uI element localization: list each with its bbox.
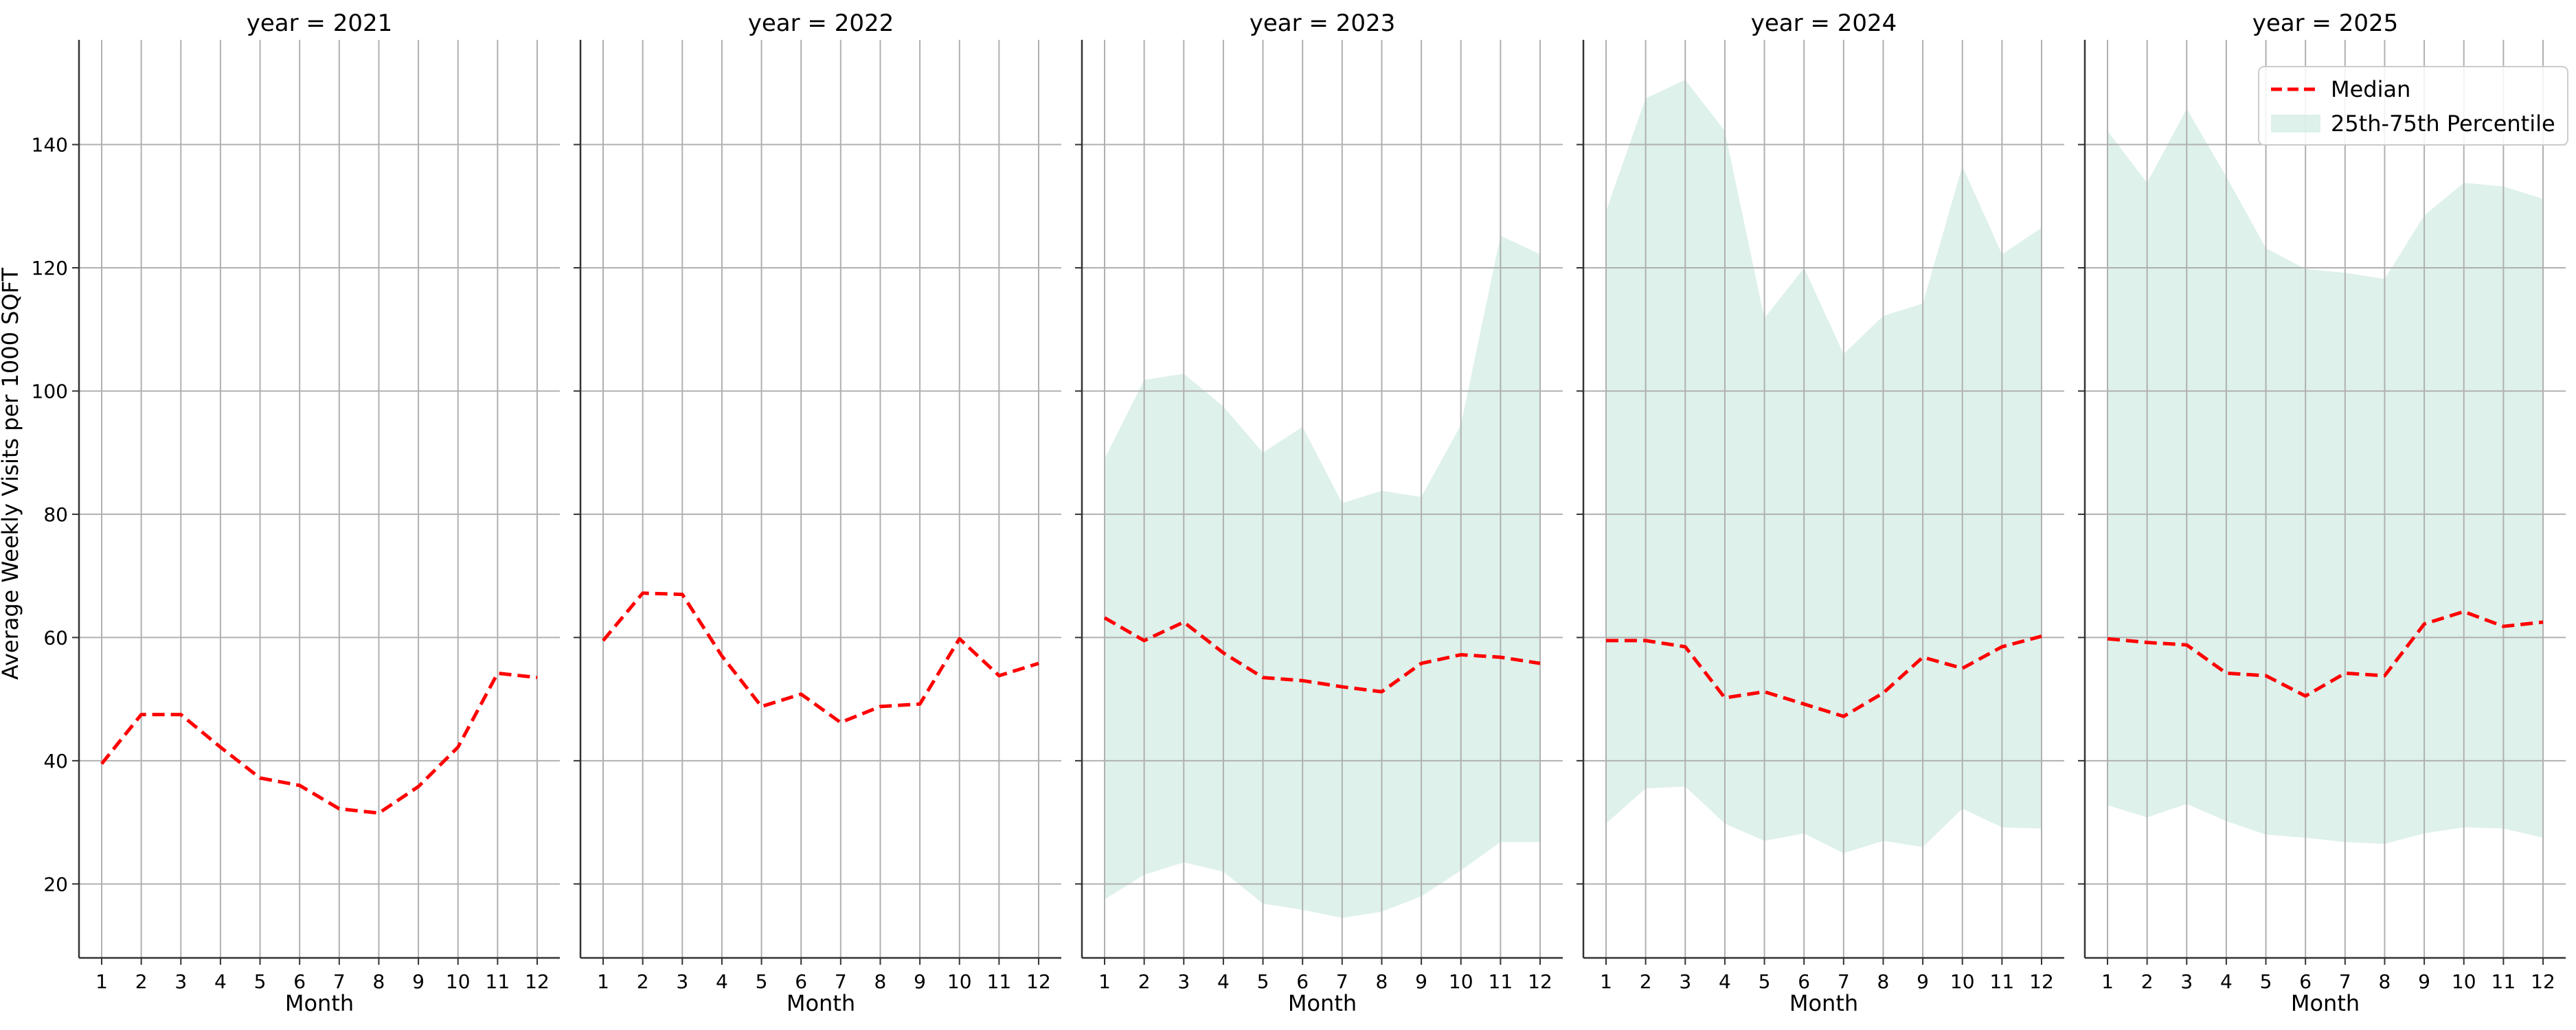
percentile-band	[2108, 108, 2543, 844]
x-axis-label: Month	[787, 990, 855, 1016]
x-tick-label: 11	[987, 970, 1012, 993]
x-tick-label: 2	[1138, 970, 1151, 993]
legend: Median 25th-75th Percentile	[2258, 66, 2568, 146]
legend-label-median: Median	[2331, 76, 2410, 102]
x-tick-label: 11	[1990, 970, 2015, 993]
legend-box	[2258, 66, 2568, 146]
x-tick-label: 7	[1838, 970, 1850, 993]
x-tick-label: 3	[1679, 970, 1691, 993]
y-tick-label: 20	[43, 873, 68, 895]
x-tick-label: 7	[1336, 970, 1348, 993]
x-tick-label: 6	[1296, 970, 1309, 993]
x-tick-label: 4	[214, 970, 227, 993]
x-tick-label: 9	[914, 970, 926, 993]
x-tick-label: 10	[1950, 970, 1975, 993]
x-tick-label: 8	[874, 970, 887, 993]
x-tick-label: 10	[446, 970, 471, 993]
median-line	[602, 591, 1039, 724]
x-tick-label: 9	[412, 970, 425, 993]
x-tick-label: 3	[2180, 970, 2193, 993]
x-tick-label: 1	[95, 970, 108, 993]
median-line	[1606, 634, 2042, 718]
x-tick-label: 11	[2492, 970, 2516, 993]
x-tick-label: 2	[1640, 970, 1652, 993]
x-tick-label: 5	[254, 970, 267, 993]
legend-band-swatch	[2271, 115, 2320, 133]
x-tick-label: 12	[525, 970, 550, 993]
x-tick-label: 2	[2141, 970, 2154, 993]
x-tick-label: 7	[333, 970, 346, 993]
y-tick-label: 40	[43, 750, 68, 772]
x-tick-label: 8	[373, 970, 385, 993]
percentile-band	[1606, 80, 2042, 854]
x-tick-label: 11	[486, 970, 510, 993]
x-tick-label: 12	[2029, 970, 2054, 993]
x-tick-label: 8	[1376, 970, 1388, 993]
median-line	[1103, 616, 1541, 694]
x-tick-label: 11	[1489, 970, 1513, 993]
panel-title: year = 2021	[247, 10, 392, 37]
x-tick-label: 5	[756, 970, 768, 993]
x-tick-label: 2	[135, 970, 148, 993]
x-tick-label: 5	[1257, 970, 1269, 993]
x-tick-label: 3	[676, 970, 688, 993]
x-tick-label: 9	[1917, 970, 1929, 993]
x-tick-label: 6	[2299, 970, 2312, 993]
x-tick-label: 3	[1177, 970, 1190, 993]
x-tick-label: 4	[1217, 970, 1230, 993]
x-tick-label: 9	[1415, 970, 1427, 993]
x-tick-label: 6	[293, 970, 306, 993]
median-line	[2107, 610, 2544, 698]
x-tick-label: 4	[716, 970, 728, 993]
x-tick-label: 10	[2452, 970, 2476, 993]
x-tick-label: 4	[1719, 970, 1731, 993]
x-tick-label: 10	[1449, 970, 1473, 993]
x-axis-label: Month	[1789, 990, 1858, 1016]
percentile-band	[1105, 236, 1540, 918]
x-tick-label: 1	[1098, 970, 1111, 993]
x-tick-label: 9	[2418, 970, 2430, 993]
y-tick-label: 140	[32, 134, 68, 157]
x-tick-label: 2	[637, 970, 649, 993]
x-tick-label: 12	[2531, 970, 2555, 993]
legend-label-band: 25th-75th Percentile	[2331, 111, 2555, 137]
panel-title: year = 2024	[1751, 10, 1897, 37]
y-tick-label: 60	[43, 626, 68, 649]
x-axis-label: Month	[2291, 990, 2360, 1016]
x-tick-label: 5	[2260, 970, 2272, 993]
x-tick-label: 1	[2101, 970, 2114, 993]
panel-title: year = 2023	[1250, 10, 1395, 37]
panel-title: year = 2025	[2252, 10, 2398, 37]
y-axis-label: Average Weekly Visits per 1000 SQFT	[0, 267, 23, 680]
panel-title: year = 2022	[748, 10, 894, 37]
x-tick-label: 8	[2379, 970, 2391, 993]
x-tick-label: 1	[1600, 970, 1612, 993]
x-tick-label: 7	[835, 970, 847, 993]
x-tick-label: 8	[1877, 970, 1890, 993]
x-tick-label: 5	[1759, 970, 1771, 993]
x-tick-label: 12	[1026, 970, 1051, 993]
x-tick-label: 12	[1528, 970, 1552, 993]
y-tick-label: 120	[32, 257, 68, 279]
x-tick-label: 6	[1798, 970, 1810, 993]
x-tick-label: 10	[947, 970, 972, 993]
x-axis-label: Month	[1288, 990, 1357, 1016]
x-tick-label: 7	[2339, 970, 2351, 993]
x-tick-label: 1	[597, 970, 609, 993]
x-tick-label: 6	[795, 970, 807, 993]
x-axis-label: Month	[285, 990, 354, 1016]
x-tick-label: 3	[174, 970, 187, 993]
y-tick-label: 80	[43, 503, 68, 526]
x-tick-label: 4	[2220, 970, 2233, 993]
median-line	[100, 671, 538, 815]
y-tick-label: 100	[32, 380, 68, 402]
